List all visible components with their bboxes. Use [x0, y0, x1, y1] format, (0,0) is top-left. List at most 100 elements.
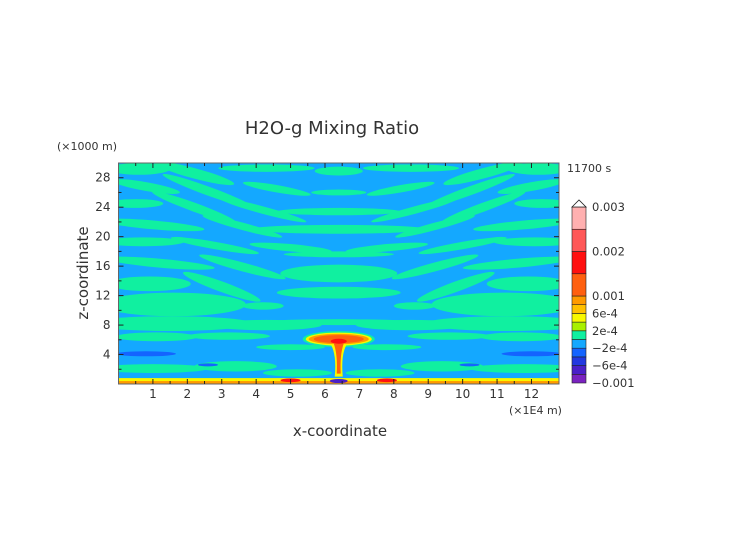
contour-band: [514, 199, 559, 208]
colorbar-label: 0.003: [592, 200, 625, 214]
contour-band: [187, 332, 270, 340]
contour-band: [242, 181, 311, 196]
colorbar-label: −6e-4: [592, 359, 628, 373]
contour-band: [283, 251, 394, 258]
contour-band: [280, 264, 398, 283]
colorbar: 0.003 0.002 0.001 6e-4 2e-4 −2e-4 −6e-4 −0.001: [571, 199, 635, 390]
contour-band: [443, 163, 524, 186]
colorbar-label: 0.002: [592, 245, 625, 259]
colorbar-bin: [571, 347, 587, 358]
x-tick-label: 6: [321, 387, 329, 401]
contour-band: [311, 189, 367, 196]
y-tick-label: 16: [95, 259, 110, 273]
contour-band: [118, 276, 191, 292]
contour-band: [118, 179, 180, 194]
colorbar-bin: [571, 356, 587, 366]
contour-band: [118, 237, 184, 247]
contour-band: [202, 215, 283, 238]
colorbar-bin: [571, 206, 587, 230]
colorbar-bin: [571, 339, 587, 349]
contour-band: [345, 369, 415, 377]
contour-band: [118, 364, 208, 373]
x-tick-label: 5: [287, 387, 295, 401]
contour-band: [218, 164, 315, 172]
contour-band: [263, 319, 415, 326]
contour-band: [249, 242, 332, 253]
negative-anomaly: [118, 351, 177, 357]
y-tick-labels: 4 8 12 16 20 24 28: [95, 171, 110, 362]
contour-band: [118, 256, 215, 270]
colorbar-bin: [571, 251, 587, 275]
contour-band: [441, 191, 526, 224]
contour-band: [345, 242, 429, 253]
x-tick-label: 7: [356, 387, 364, 401]
contour-band: [263, 369, 332, 377]
contour-band: [199, 254, 286, 280]
y-unit-label: (×1000 m): [57, 140, 117, 153]
contour-band: [371, 198, 458, 223]
contour-band: [391, 254, 479, 280]
contour-band: [431, 292, 559, 317]
contour-band: [400, 361, 484, 372]
colorbar-label: 2e-4: [592, 324, 618, 338]
colorbar-bin: [571, 313, 587, 323]
x-tick-label: 11: [489, 387, 504, 401]
colorbar-bin: [571, 228, 587, 252]
contour-band: [493, 237, 559, 247]
colorbar-bin: [571, 321, 587, 332]
time-label: 11700 s: [567, 162, 611, 175]
contour-band: [418, 236, 507, 255]
colorbar-bin: [571, 295, 587, 305]
colorbar-bin: [571, 365, 587, 375]
y-tick-label: 28: [95, 171, 110, 185]
contour-band: [486, 276, 559, 292]
surface-maximum: [376, 378, 397, 383]
x-unit-label: (×1E4 m): [509, 404, 562, 417]
x-tick-label: 10: [455, 387, 470, 401]
x-axis-label: x-coordinate: [293, 422, 387, 440]
x-tick-label: 4: [252, 387, 260, 401]
x-tick-label: 8: [390, 387, 398, 401]
contour-band: [182, 271, 261, 302]
contour-band: [118, 163, 171, 175]
colorbar-bin: [571, 330, 587, 340]
contour-band: [462, 256, 559, 270]
colorbar-extend-triangle: [571, 199, 587, 208]
contour-band: [276, 286, 401, 299]
contour-band: [352, 344, 422, 351]
contour-band: [276, 207, 401, 216]
contour-band: [407, 332, 491, 340]
y-tick-label: 12: [95, 289, 110, 303]
contour-band: [249, 224, 429, 234]
contour-band: [395, 215, 476, 238]
negative-anomaly: [197, 363, 218, 367]
colorbar-label: 6e-4: [592, 306, 618, 320]
contour-band: [469, 364, 559, 373]
contour-band: [154, 163, 235, 186]
chart-title: H2O-g Mixing Ratio: [245, 118, 419, 139]
plot-frame: [118, 162, 560, 385]
x-tick-label: 9: [424, 387, 432, 401]
contour-band: [393, 302, 436, 310]
colorbar-label: 0.001: [592, 289, 625, 303]
contour-band: [473, 218, 559, 232]
contour-band: [479, 332, 559, 342]
x-tick-label: 2: [184, 387, 192, 401]
y-tick-label: 4: [103, 348, 111, 362]
y-axis-label: z-coordinate: [74, 226, 92, 319]
contour-band: [219, 198, 307, 223]
contour-band: [497, 179, 559, 194]
colorbar-label: −0.001: [592, 376, 635, 390]
x-tick-labels: 1 2 3 4 5 6 7 8 9 10 11 12: [149, 387, 539, 401]
contour-band: [507, 163, 559, 175]
y-tick-label: 8: [103, 318, 111, 332]
plot-axes: [118, 162, 560, 385]
colorbar-label: −2e-4: [592, 341, 628, 355]
negative-anomaly: [459, 363, 480, 367]
colorbar-bin: [571, 373, 587, 384]
contour-band: [118, 332, 198, 342]
contour-band: [242, 302, 284, 310]
x-tick-label: 1: [149, 387, 157, 401]
negative-anomaly: [501, 351, 559, 357]
